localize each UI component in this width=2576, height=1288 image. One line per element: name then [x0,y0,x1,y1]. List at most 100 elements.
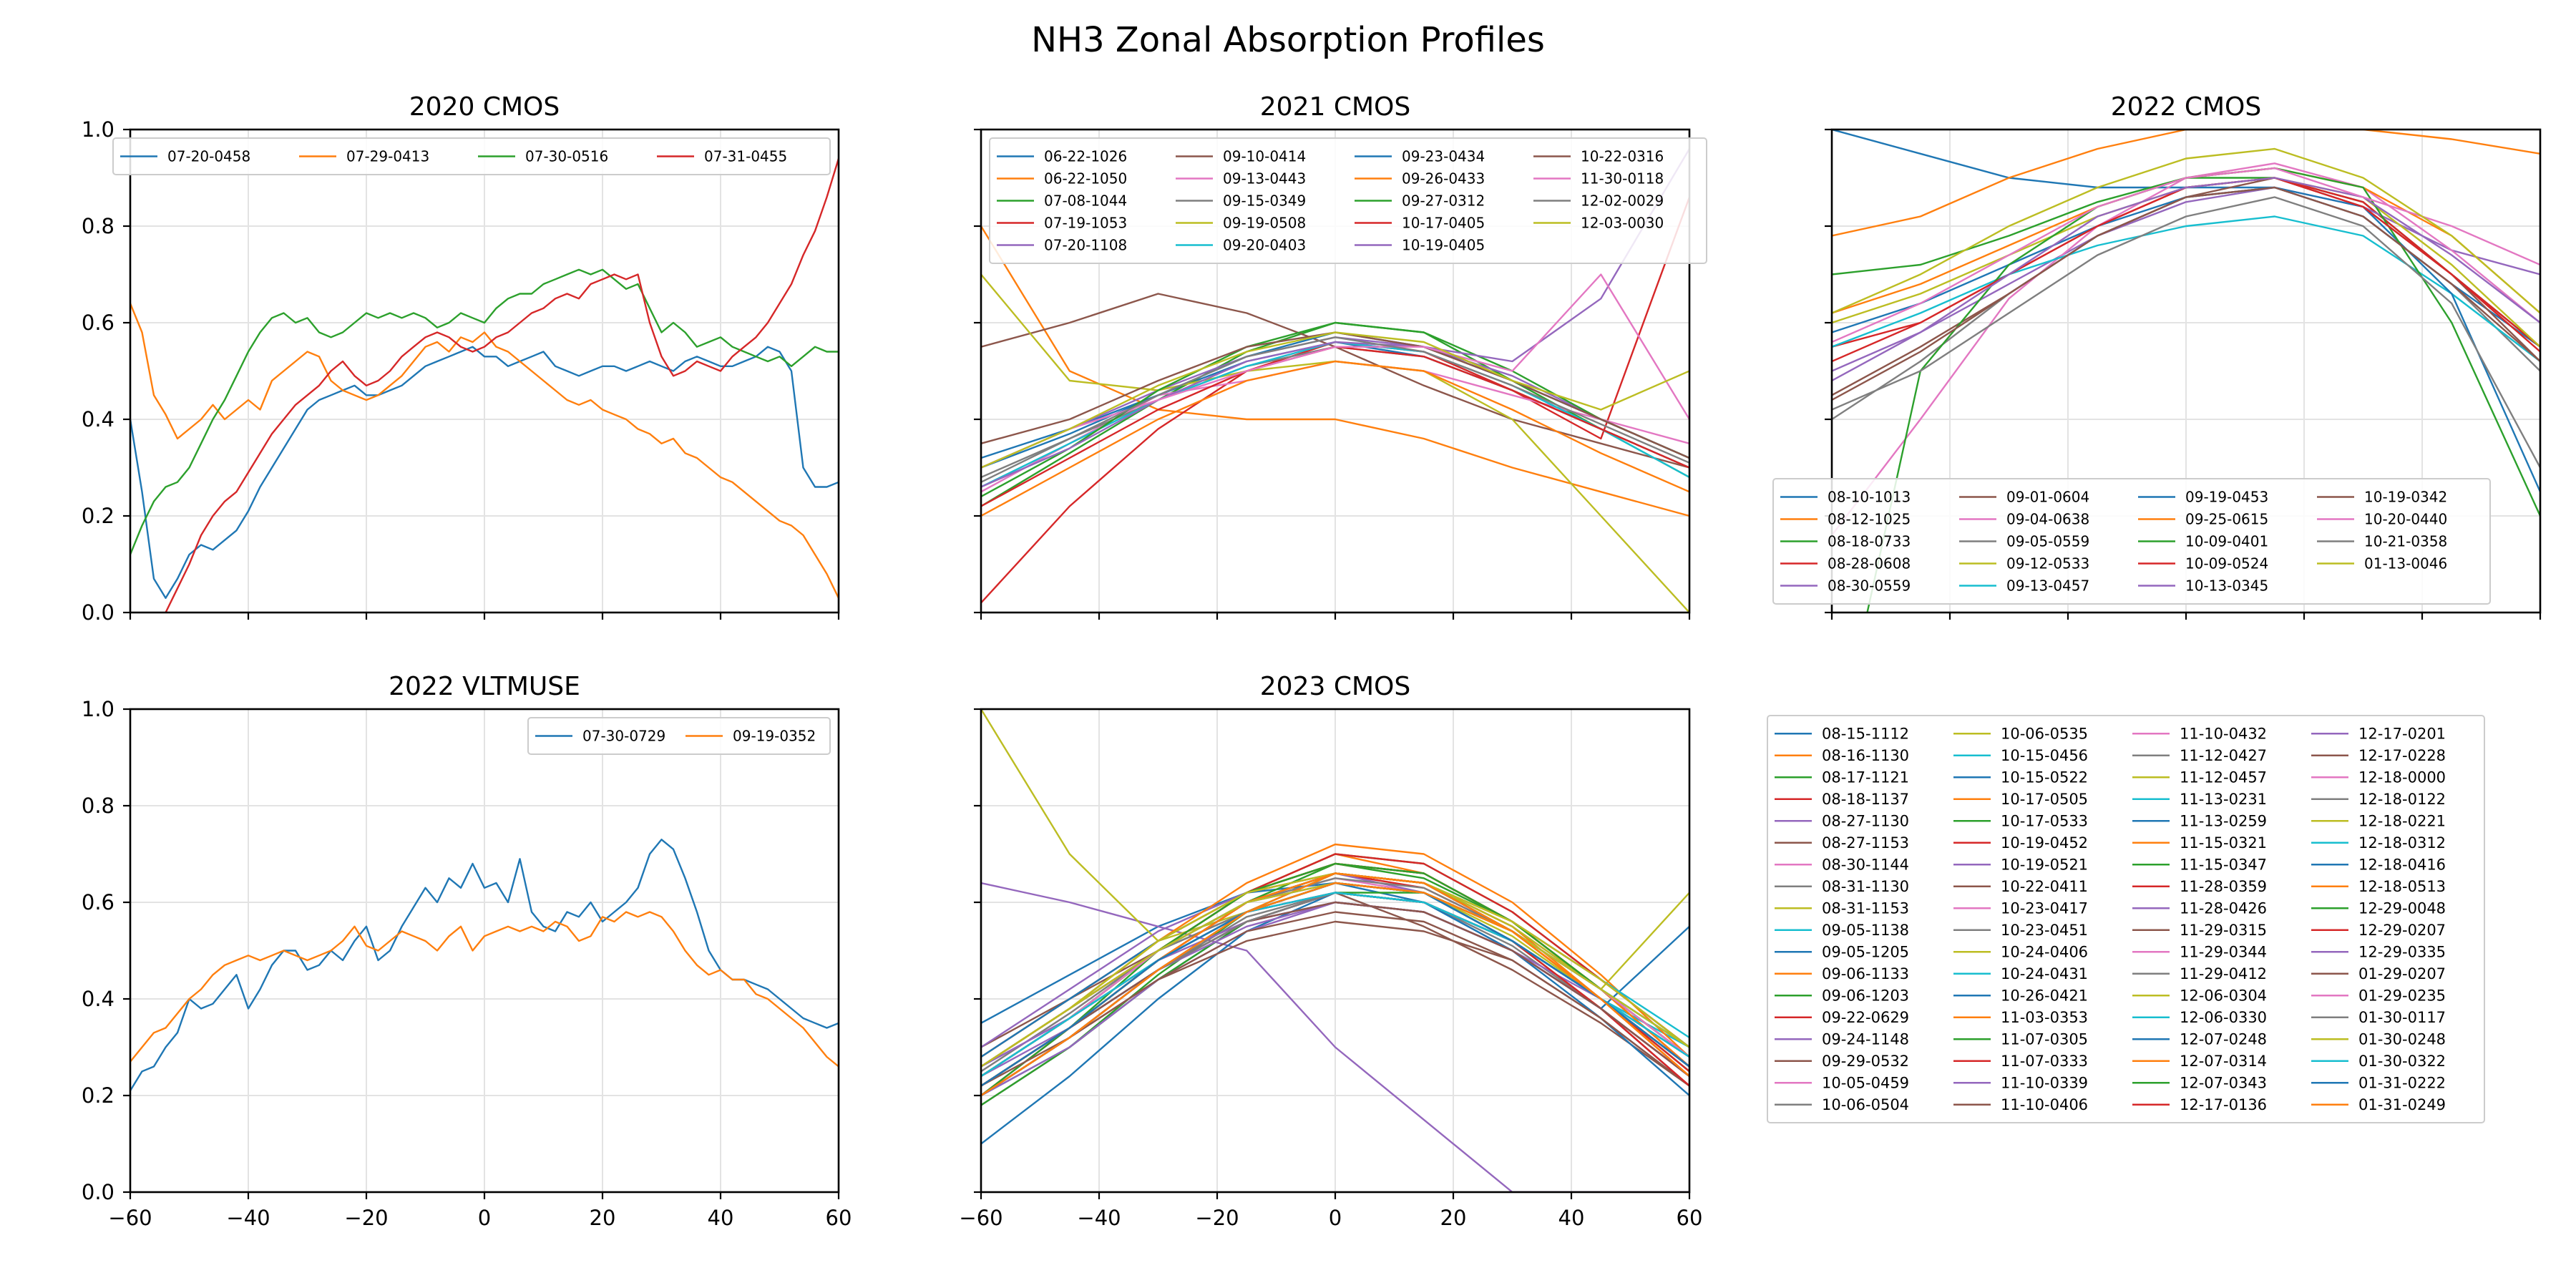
legend-label: 10-23-0417 [2001,899,2088,917]
legend-label: 08-18-1137 [1822,791,1909,808]
legend: 06-22-1026 06-22-1050 07-08-1044 07-19-1053… [989,137,1707,264]
y-tick-label: 0.6 [82,890,114,914]
legend-label: 07-29-0413 [346,148,429,165]
legend-label: 10-09-0401 [2185,533,2268,550]
legend-label: 08-30-0559 [1828,577,1911,595]
series-line [1832,177,2540,382]
legend-label: 01-13-0046 [2364,555,2447,572]
legend-label: 08-31-1130 [1822,878,1909,895]
series-line [981,321,1689,498]
legend-label: 12-18-0221 [2358,812,2446,829]
series-group [130,158,839,613]
legend-label: 12-29-0207 [2358,922,2446,939]
legend-label: 10-15-0456 [2001,747,2088,764]
legend-label: 12-18-0416 [2358,856,2446,873]
subplot-title: 2022 CMOS [2111,92,2261,122]
legend-label: 10-23-0451 [2001,922,2088,939]
series-line [981,148,1689,488]
legend-label: 09-05-1205 [1822,943,1909,960]
legend-label: 10-17-0505 [2001,791,2088,808]
subplot-title: 2023 CMOS [1260,672,1410,701]
legend-label: 09-05-1138 [1822,922,1909,939]
legend-label: 09-19-0352 [733,728,816,745]
legend-label: 12-06-0330 [2180,1009,2267,1026]
legend-label: 08-28-0608 [1828,555,1911,572]
legend-label: 09-15-0349 [1223,192,1306,210]
legend-label: 11-29-0344 [2180,943,2267,960]
legend-box [112,137,831,175]
legend-label: 11-10-0432 [2180,725,2267,742]
legend-label: 07-31-0455 [704,148,787,165]
legend-label: 09-23-0434 [1402,148,1485,165]
legend: 08-10-1013 08-12-1025 08-18-0733 08-28-0608… [1772,478,2491,605]
figure-title: NH3 Zonal Absorption Profiles [1031,20,1545,60]
legend-label: 08-10-1013 [1828,489,1911,506]
legend-label: 08-30-1144 [1822,856,1909,873]
legend: 07-30-0729 09-19-0352 [527,717,831,755]
series-line [981,882,1689,1097]
legend-label: 11-30-0118 [1581,170,1664,187]
series-line [981,911,1689,1097]
legend-label: 07-08-1044 [1044,192,1127,210]
legend-label: 08-16-1130 [1822,747,1909,764]
x-tick-label: 40 [1558,1206,1585,1230]
legend-label: 11-13-0231 [2180,791,2267,808]
x-tick-label: −60 [959,1206,1002,1230]
legend-label: 09-19-0453 [2185,489,2268,506]
legend-label: 07-19-1053 [1044,215,1127,232]
x-tick-label: 60 [1677,1206,1703,1230]
series-line [1832,196,2540,469]
series-line [1832,186,2540,401]
x-tick-label: −20 [1195,1206,1239,1230]
legend-label: 12-07-0343 [2180,1074,2267,1091]
legend-label: 10-15-0522 [2001,769,2088,786]
legend-label: 09-13-0457 [2006,577,2089,595]
legend-label: 01-30-0248 [2358,1030,2446,1048]
subplot: 2023 CMOS −60 −40 −20 0 20 40 60 08-15-1112 08-16… [959,672,2485,1230]
legend-box [527,717,831,755]
legend-label: 09-12-0533 [2006,555,2089,572]
subplot-title: 2020 CMOS [409,92,560,122]
y-tick-label: 0.4 [82,987,114,1011]
series-line [981,901,1689,1087]
series-line [1832,147,2540,314]
legend-label: 09-04-0638 [2006,511,2089,528]
legend-label: 10-19-0521 [2001,856,2088,873]
x-tick-label: 0 [478,1206,491,1230]
series-line [981,273,1689,469]
legend-label: 06-22-1050 [1044,170,1127,187]
y-tick-label: 1.0 [82,117,114,142]
series-line [130,303,839,599]
legend-label: 10-09-0524 [2185,555,2268,572]
legend-label: 10-22-0316 [1581,148,1664,165]
legend-label: 10-22-0411 [2001,878,2088,895]
legend-label: 08-31-1153 [1822,899,1909,917]
legend-label: 09-05-0559 [2006,533,2089,550]
legend-label: 08-12-1025 [1828,511,1911,528]
x-tick-label: 60 [826,1206,852,1230]
legend-label: 10-19-0452 [2001,834,2088,852]
y-tick-label: 0.6 [82,311,114,335]
y-tick-label: 0.8 [82,794,114,818]
subplot: 2022 VLTMUSE −60 −40 −20 0 20 40 60 0.0 0.2 0.4 0.6… [82,672,852,1230]
legend-label: 10-06-0535 [2001,725,2088,742]
series-line [130,911,839,1068]
legend-label: 10-24-0406 [2001,943,2088,960]
legend-label: 10-24-0431 [2001,965,2088,982]
legend-label: 08-18-0733 [1828,533,1911,550]
series-line [1832,130,2540,237]
legend-label: 12-18-0000 [2358,769,2446,786]
legend-label: 10-17-0405 [1402,215,1485,232]
legend: 07-20-0458 07-29-0413 07-30-0516 07-31-0455 [112,137,831,175]
series-line [1832,215,2540,362]
y-tick-label: 0.2 [82,504,114,528]
legend-label: 10-21-0358 [2364,533,2447,550]
y-tick-label: 1.0 [82,697,114,721]
legend-label: 09-13-0443 [1223,170,1306,187]
legend-label: 07-30-0516 [525,148,608,165]
legend-label: 01-31-0222 [2358,1074,2446,1091]
legend-label: 08-15-1112 [1822,725,1909,742]
x-tick-label: 0 [1329,1206,1342,1230]
